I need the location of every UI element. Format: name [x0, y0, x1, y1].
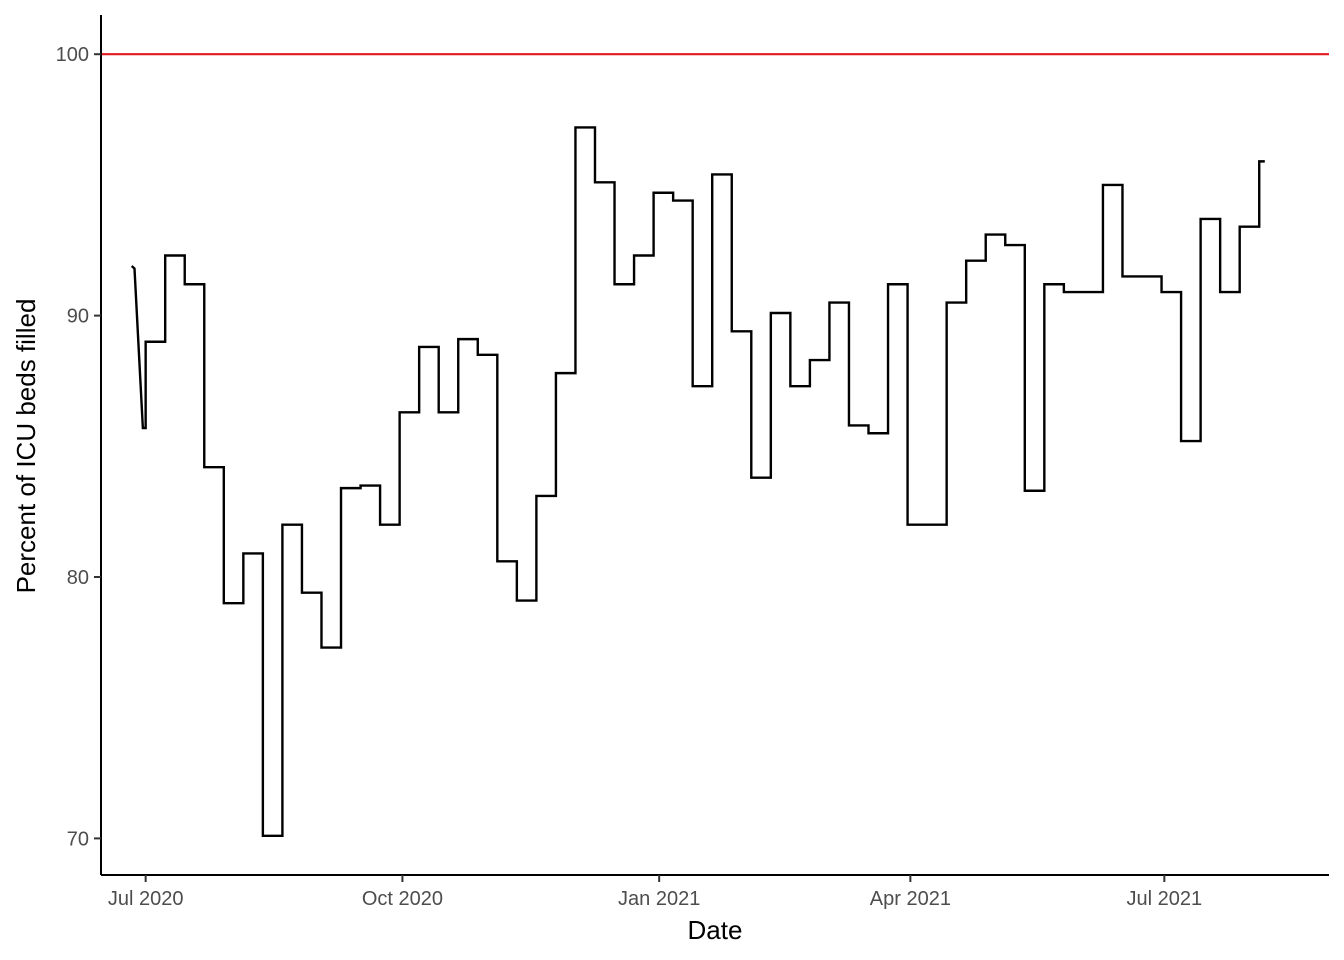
y-tick-label: 100: [56, 44, 89, 66]
x-tick-label: Jul 2020: [108, 888, 184, 910]
plot-area: [101, 53, 1329, 837]
y-axis-ticks: 70 80 90 100: [56, 44, 101, 850]
y-tick-label: 80: [67, 567, 89, 589]
y-axis-title: Percent of ICU beds filled: [11, 299, 41, 594]
x-axis-ticks: Jul 2020 Oct 2020 Jan 2021 Apr 2021 Jul 2021: [108, 875, 1202, 910]
x-axis-title: Date: [688, 915, 743, 945]
series-line-0: [130, 126, 1265, 837]
y-tick-label: 90: [67, 306, 89, 328]
y-tick-label: 70: [67, 828, 89, 850]
x-tick-label: Apr 2021: [870, 888, 951, 910]
x-tick-label: Oct 2020: [362, 888, 443, 910]
x-tick-label: Jan 2021: [618, 888, 700, 910]
x-tick-label: Jul 2021: [1127, 888, 1203, 910]
axes: [100, 15, 1329, 876]
